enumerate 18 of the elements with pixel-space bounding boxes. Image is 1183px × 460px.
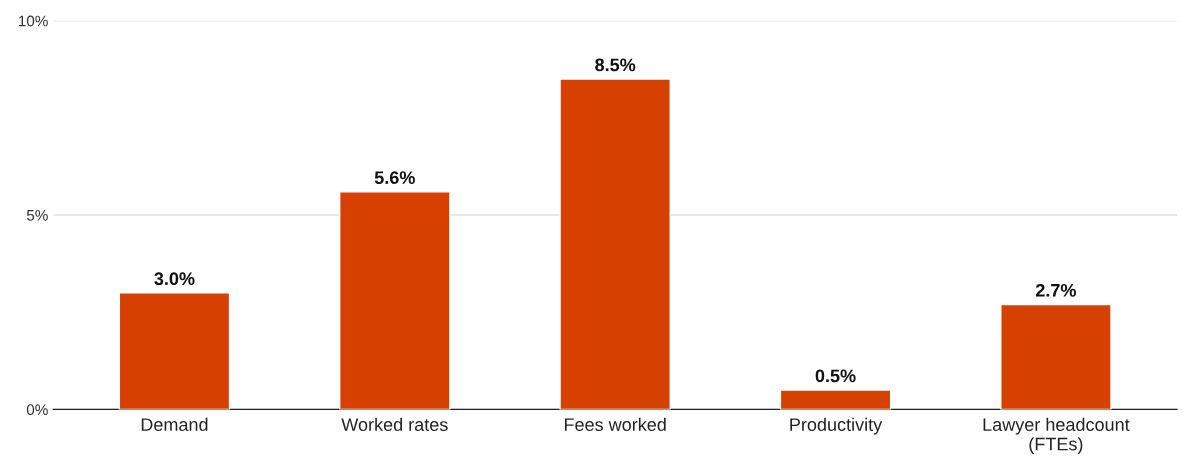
data-label: 3.0% <box>154 272 195 286</box>
y-tick-label: 10% <box>18 15 48 27</box>
bar <box>118 292 231 410</box>
data-label: 2.7% <box>1035 283 1076 297</box>
bar <box>1000 303 1112 410</box>
x-tick-label: Worked rates <box>341 417 448 431</box>
x-tick-label: Fees worked <box>564 417 666 431</box>
data-label: 0.5% <box>815 369 856 383</box>
x-tick-label: Lawyer headcount (FTEs) <box>983 417 1130 454</box>
data-label: 8.5% <box>595 58 636 72</box>
y-tick-label: 5% <box>26 209 48 221</box>
y-tick-label: 0% <box>26 404 48 416</box>
data-label: 5.6% <box>374 171 415 184</box>
bar <box>779 389 892 410</box>
bar <box>339 191 451 410</box>
x-tick-label: Demand <box>141 417 208 431</box>
bar <box>559 78 671 410</box>
x-tick-label: Productivity <box>790 417 883 435</box>
